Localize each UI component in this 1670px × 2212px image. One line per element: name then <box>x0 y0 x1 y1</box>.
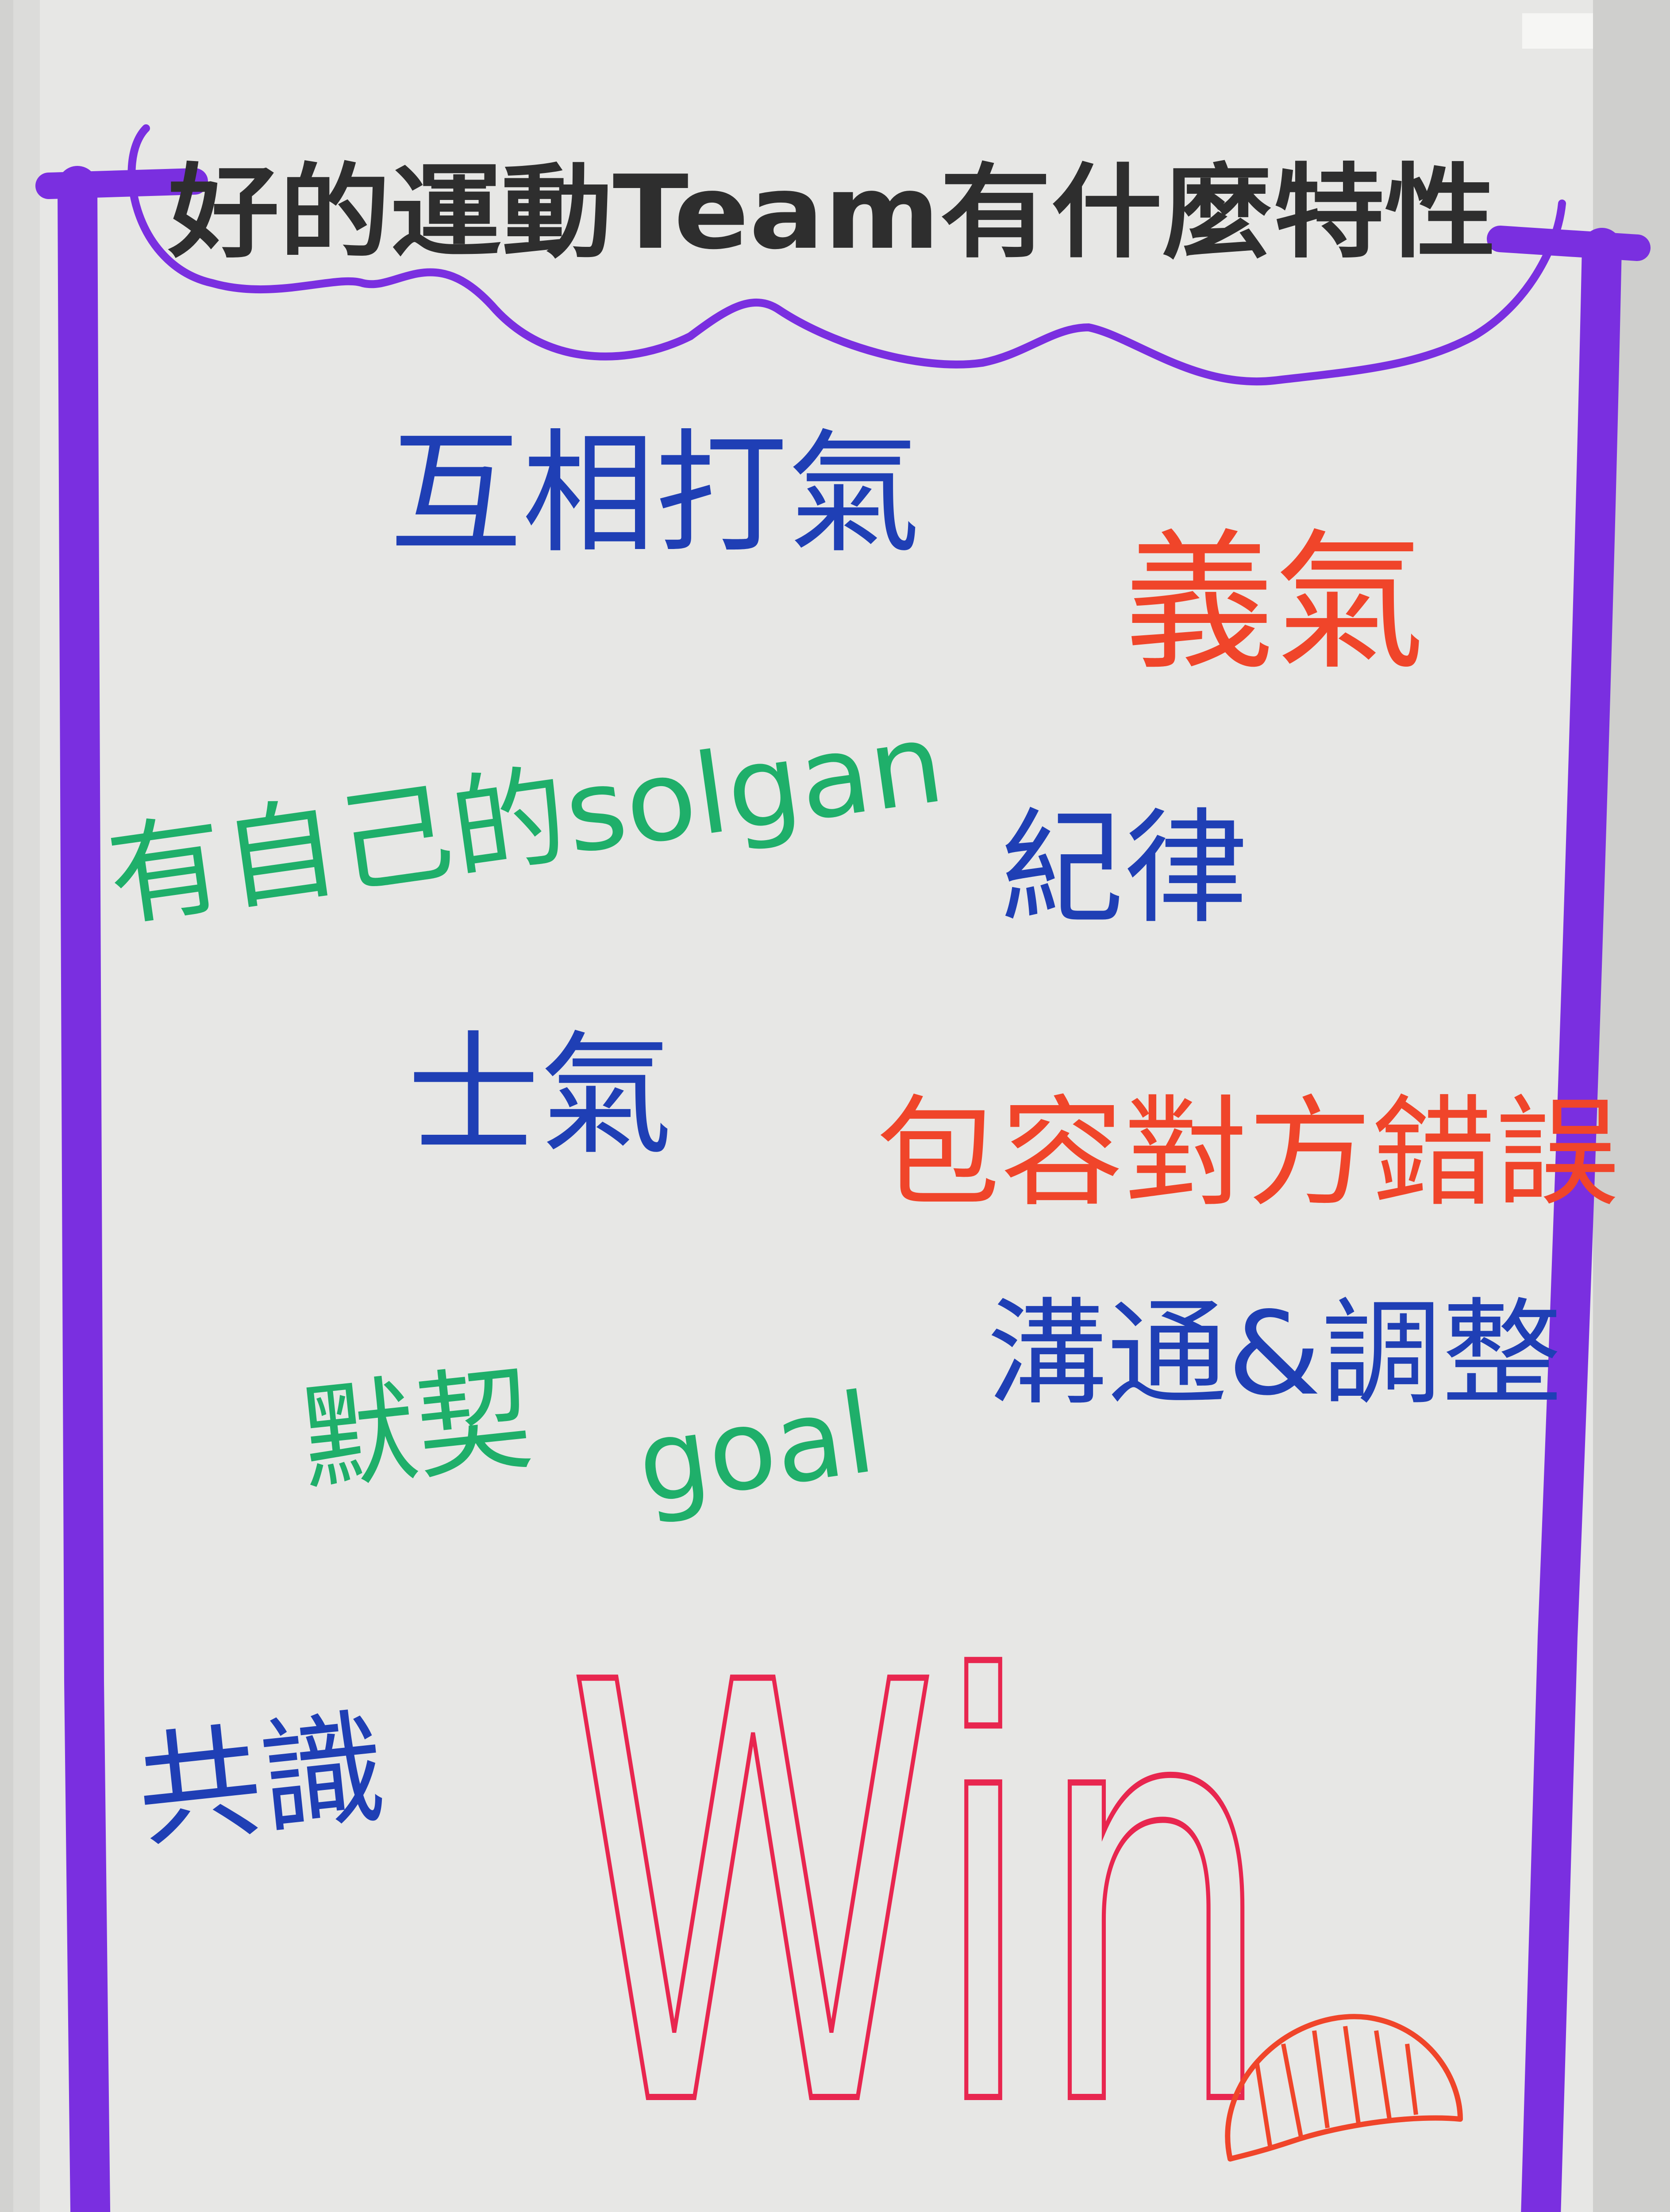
frame-right-edge <box>1521 228 1622 2212</box>
frame-left-edge <box>57 166 110 2212</box>
tape-corner <box>1522 13 1593 49</box>
note-win: Win <box>566 1563 1274 2212</box>
note-loyalty: 義氣 <box>1124 515 1425 691</box>
note-rapport: 默契 <box>295 1351 538 1508</box>
note-consensus: 共識 <box>130 1696 392 1865</box>
note-morale: 士氣 <box>407 1018 673 1173</box>
purple-frame <box>35 124 1651 2212</box>
scalloped-banner <box>127 124 1566 386</box>
note-mutual-encouragement: 互相打氣 <box>389 417 920 571</box>
frame-top-left-stub <box>35 168 208 199</box>
note-communicate-adjust: 溝通&調整 <box>987 1287 1562 1421</box>
flipchart-title: 好的運動Team有什麼特性 <box>168 154 1496 272</box>
paper-edge-left <box>13 0 40 2212</box>
half-sun-doodle-icon <box>1225 2014 1463 2162</box>
note-discipline: 紀律 <box>1000 797 1248 941</box>
note-tolerate-mistakes: 包容對方錯誤 <box>876 1083 1620 1223</box>
